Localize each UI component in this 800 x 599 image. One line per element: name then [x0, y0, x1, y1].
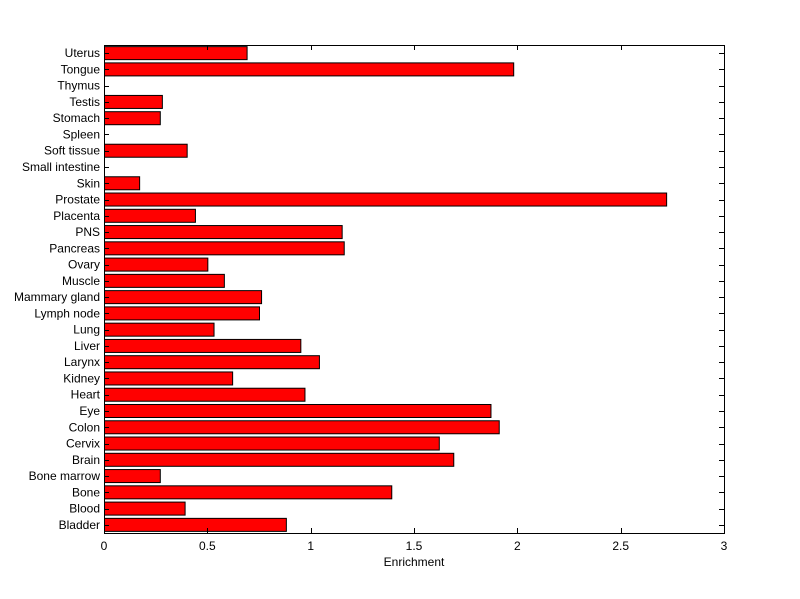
bar-brain — [104, 452, 455, 467]
bar-prostate — [104, 192, 668, 207]
bar-uterus — [104, 46, 248, 61]
bar-liver — [104, 338, 302, 353]
x-tick-label: 2 — [514, 539, 521, 553]
x-tick-label: 0.5 — [199, 539, 216, 553]
bar-cervix — [104, 436, 440, 451]
bar-blood — [104, 501, 186, 516]
bar-bone-marrow — [104, 469, 161, 484]
category-label-stomach: Stomach — [53, 111, 100, 125]
category-label-pns: PNS — [75, 225, 100, 239]
bar-pns — [104, 225, 343, 240]
bar-lymph-node — [104, 306, 260, 321]
bar-soft-tissue — [104, 143, 188, 158]
category-label-liver: Liver — [74, 339, 100, 353]
bar-heart — [104, 387, 306, 402]
category-label-thymus: Thymus — [57, 79, 100, 93]
bar-pancreas — [104, 241, 345, 256]
category-label-pancreas: Pancreas — [49, 241, 100, 255]
bar-mammary-gland — [104, 290, 263, 305]
x-axis-label: Enrichment — [384, 555, 445, 569]
x-tick-label: 2.5 — [612, 539, 629, 553]
x-tick-labels: 0 0.5 1 1.5 2 2.5 3 — [101, 539, 728, 553]
category-labels: Bladder Blood Bone Bone marrow Brain Cervix Co… — [14, 46, 101, 532]
category-label-muscle: Muscle — [62, 274, 100, 288]
bar-placenta — [104, 208, 196, 223]
category-label-tongue: Tongue — [61, 62, 101, 76]
bar-tongue — [104, 62, 515, 77]
category-label-bladder: Bladder — [59, 518, 100, 532]
x-tick-label: 3 — [721, 539, 728, 553]
category-label-kidney: Kidney — [63, 371, 100, 385]
bar-larynx — [104, 355, 320, 370]
axes-box — [104, 45, 725, 534]
category-label-mammary-gland: Mammary gland — [14, 290, 100, 304]
category-label-heart: Heart — [71, 388, 101, 402]
bar-bone — [104, 485, 393, 500]
category-label-colon: Colon — [69, 420, 100, 434]
category-label-soft-tissue: Soft tissue — [44, 144, 100, 158]
category-label-blood: Blood — [69, 502, 100, 516]
category-label-placenta: Placenta — [53, 209, 100, 223]
category-label-bone-marrow: Bone marrow — [29, 469, 101, 483]
x-tick-label: 1.5 — [406, 539, 423, 553]
bars-group — [104, 46, 668, 532]
category-label-eye: Eye — [79, 404, 100, 418]
category-label-prostate: Prostate — [55, 193, 100, 207]
category-label-lung: Lung — [73, 323, 100, 337]
bar-testis — [104, 94, 163, 109]
bar-stomach — [104, 111, 161, 126]
category-label-cervix: Cervix — [66, 437, 100, 451]
category-label-small-intestine: Small intestine — [22, 160, 100, 174]
category-label-larynx: Larynx — [64, 355, 100, 369]
bar-kidney — [104, 371, 234, 386]
bar-eye — [104, 403, 492, 419]
category-label-spleen: Spleen — [63, 127, 100, 141]
category-label-skin: Skin — [77, 176, 100, 190]
bar-lung — [104, 322, 215, 337]
bar-ovary — [104, 257, 209, 272]
category-label-lymph-node: Lymph node — [34, 306, 100, 320]
category-label-testis: Testis — [69, 95, 100, 109]
category-label-bone: Bone — [72, 485, 100, 499]
x-tick-label: 0 — [101, 539, 108, 553]
x-tick-label: 1 — [307, 539, 314, 553]
bar-muscle — [104, 273, 225, 288]
bar-bladder — [104, 517, 287, 532]
category-label-ovary: Ovary — [68, 258, 100, 272]
bar-colon — [104, 420, 500, 435]
bar-skin — [104, 176, 141, 191]
category-label-uterus: Uterus — [65, 46, 100, 60]
category-label-brain: Brain — [72, 453, 100, 467]
